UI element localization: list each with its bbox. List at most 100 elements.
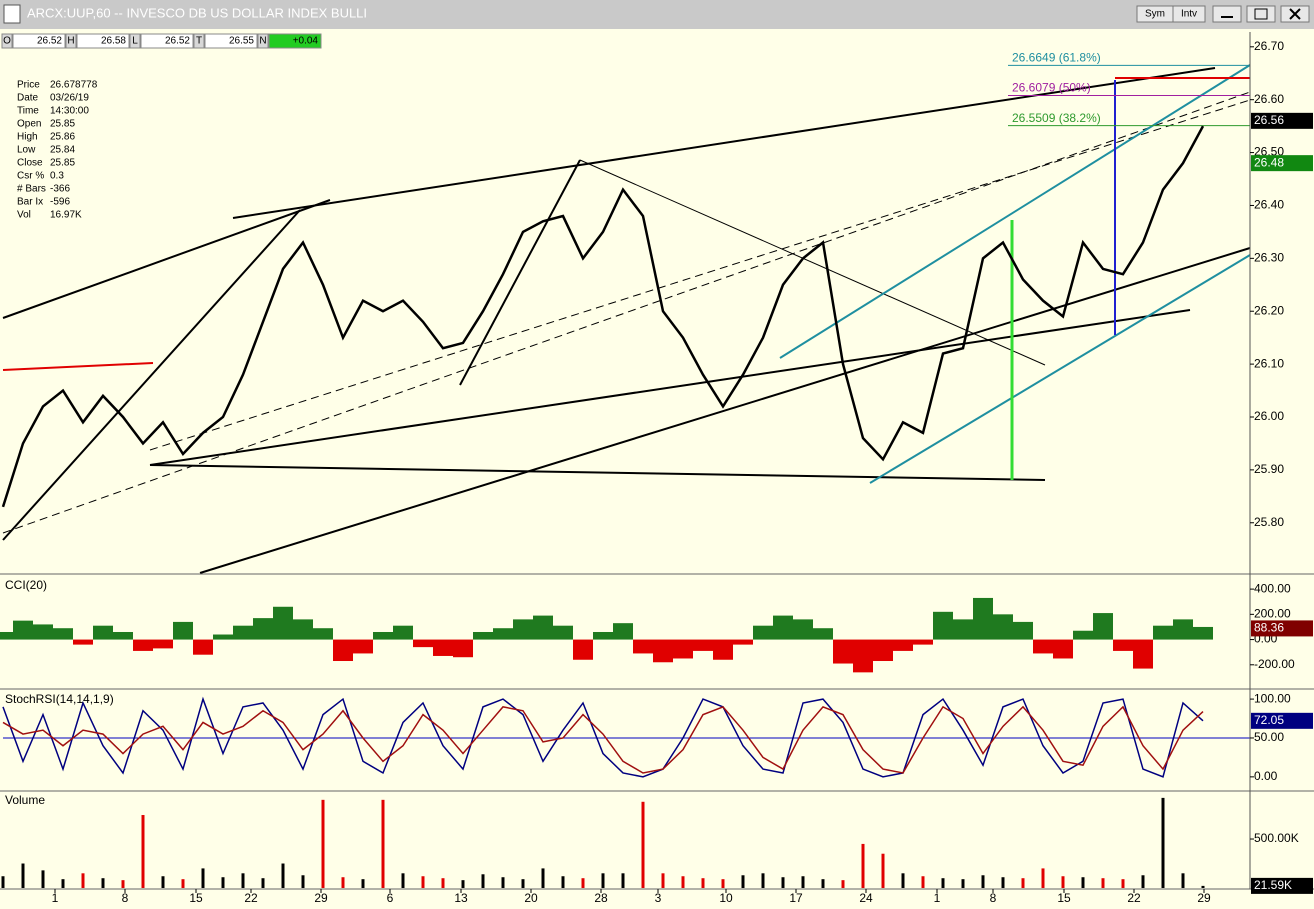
x-tick-label: 28 [594, 891, 608, 905]
bar [561, 876, 565, 888]
x-tick-label: 29 [1197, 891, 1211, 905]
series-line [2, 696, 1204, 778]
bar [713, 639, 733, 660]
trendline [232, 67, 1216, 219]
bar [373, 631, 393, 640]
bar [1173, 619, 1193, 640]
bar [201, 868, 205, 888]
bar [353, 639, 373, 654]
bar [181, 879, 185, 888]
bar [661, 873, 665, 888]
x-tick-label: 29 [314, 891, 328, 905]
bar [113, 631, 133, 640]
y-tick-label: 26.40 [1254, 198, 1284, 212]
trendline [149, 99, 1251, 451]
bar [793, 619, 813, 640]
bar [821, 879, 825, 888]
quote-label-box [257, 33, 269, 49]
x-tick-label: 8 [990, 891, 997, 905]
sym-button-label[interactable]: Sym [1145, 9, 1165, 20]
panel-title: CCI(20) [5, 578, 47, 592]
close-icon [1289, 8, 1301, 20]
title-bar [0, 0, 1314, 29]
quote-label-box [65, 33, 77, 49]
data-window-value: 16.97K [50, 210, 82, 221]
y-tick-label: 25.90 [1254, 462, 1284, 476]
bar [733, 639, 753, 645]
y-tick-label: 26.70 [1254, 39, 1284, 53]
bar [941, 878, 945, 888]
quote-value: +0.04 [293, 36, 319, 47]
bar [1093, 613, 1113, 640]
bar [193, 639, 213, 655]
bar [761, 873, 765, 888]
data-window-value: 25.84 [50, 145, 75, 156]
bar [281, 863, 285, 888]
bar [681, 876, 685, 888]
data-window-value: 25.85 [50, 158, 75, 169]
bar [1193, 626, 1213, 640]
trendline [149, 309, 1191, 466]
bar [421, 876, 425, 888]
bar [921, 876, 925, 888]
trendline [2, 209, 301, 541]
bar [233, 625, 253, 640]
trendline [459, 159, 581, 386]
price-badge [1251, 112, 1313, 129]
bar [213, 634, 233, 640]
bar [301, 875, 305, 888]
y-tick-label: 25.80 [1254, 515, 1284, 529]
data-window-label: # Bars [17, 184, 46, 195]
bar [13, 620, 33, 640]
bar [1001, 877, 1005, 888]
bar [861, 843, 865, 888]
quote-value: 26.55 [229, 36, 254, 47]
bar [521, 879, 525, 888]
quote-value-box [204, 33, 258, 49]
bar [541, 868, 545, 888]
quote-label-box [129, 33, 141, 49]
panel-title: StochRSI(14,14,1,9) [5, 692, 114, 706]
window-title: ARCX:UUP,60 -- INVESCO DB US DOLLAR INDE… [27, 5, 367, 20]
bar [241, 873, 245, 888]
y-tick-label: 26.00 [1254, 409, 1284, 423]
bar [1121, 879, 1125, 888]
bar [573, 639, 593, 660]
bar [341, 877, 345, 888]
bar [1053, 639, 1073, 659]
fib-label: 26.6649 (61.8%) [1012, 51, 1101, 65]
price-badge-label: 26.48 [1254, 155, 1284, 169]
quote-label: T [196, 36, 202, 47]
bar [1153, 625, 1173, 640]
trendline [149, 464, 1046, 481]
bar [453, 639, 473, 658]
minimize-button[interactable] [1212, 5, 1242, 23]
intv-button[interactable] [1172, 5, 1206, 23]
bar [1073, 630, 1093, 640]
channel-line [779, 64, 1251, 359]
intv-button-label[interactable]: Intv [1181, 9, 1197, 20]
bar [853, 639, 873, 673]
trendline [2, 199, 331, 319]
bar [1133, 639, 1153, 669]
maximize-button[interactable] [1246, 5, 1276, 23]
y-tick-label: 400.00 [1254, 581, 1291, 595]
data-window [12, 76, 108, 224]
bar [81, 873, 85, 888]
bar [441, 878, 445, 888]
bar [513, 619, 533, 640]
series-line [2, 705, 1204, 774]
bar [881, 853, 885, 888]
bar [33, 624, 53, 640]
bar [1021, 878, 1025, 888]
data-window-label: Open [17, 119, 41, 130]
bar [653, 639, 673, 663]
data-window-value: 03/26/19 [50, 93, 89, 104]
bar [741, 875, 745, 888]
bar [641, 801, 645, 888]
data-window-label: Date [17, 93, 39, 104]
quote-value-box [268, 33, 322, 49]
bar [1161, 797, 1165, 888]
quote-value: 26.52 [165, 36, 190, 47]
data-window-label: Close [17, 158, 43, 169]
